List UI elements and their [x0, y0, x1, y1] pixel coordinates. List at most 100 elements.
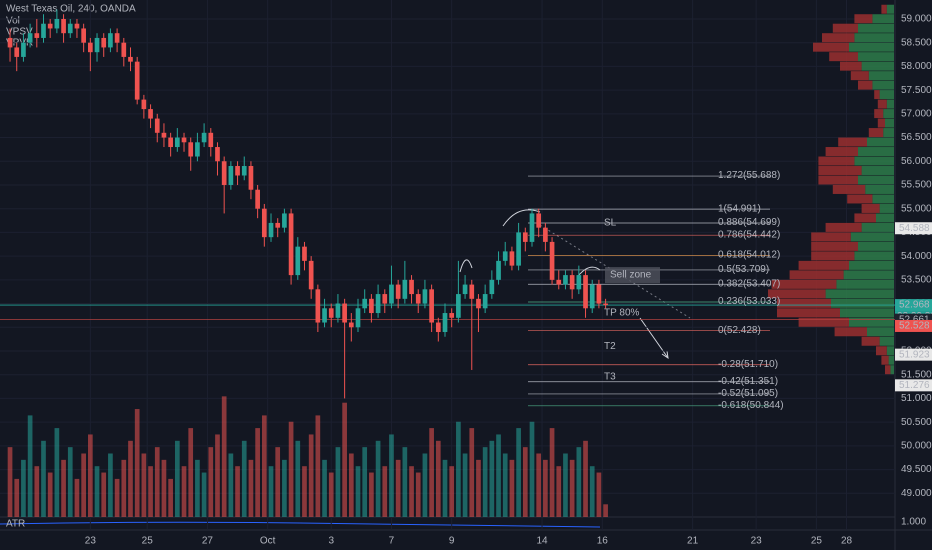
profile-up — [868, 71, 894, 81]
profile-up — [858, 241, 894, 251]
candle-body — [181, 137, 187, 143]
fib-label: -0.618(50.844) — [718, 400, 784, 411]
volume-bar — [61, 459, 66, 517]
volume-bar — [348, 453, 354, 517]
profile-down — [768, 289, 826, 299]
volume-bar — [328, 472, 334, 517]
volume-bar — [543, 459, 548, 517]
profile-up — [886, 4, 894, 14]
candle-body — [335, 303, 341, 318]
profile-up — [890, 365, 894, 375]
volume-bar — [589, 466, 595, 517]
volume-bar — [362, 447, 368, 517]
volume-bar — [21, 459, 26, 517]
candle-body — [543, 227, 548, 242]
candle-body — [362, 298, 368, 309]
candle-body — [435, 322, 441, 333]
volume-bar — [255, 428, 260, 517]
candle-body — [302, 246, 307, 261]
profile-up — [858, 23, 894, 33]
pattern-arc — [502, 209, 541, 227]
atr-tick-label: 1.000 — [901, 517, 926, 528]
atr-line — [0, 521, 601, 528]
y-tick-label: 50.500 — [901, 417, 932, 428]
profile-up — [867, 327, 894, 337]
volume-bar — [375, 440, 381, 517]
candle-body — [348, 322, 354, 328]
profile-up — [840, 308, 894, 318]
candle-body — [328, 308, 334, 318]
fib-label: 1(54.991) — [718, 203, 761, 214]
candle-body — [482, 294, 488, 309]
annotation: TP 80% — [604, 308, 639, 319]
fib-label: 0.382(53.407) — [718, 278, 780, 289]
candle-body — [395, 284, 401, 299]
volume-bar — [569, 459, 575, 517]
candle-body — [509, 251, 515, 266]
candle-body — [583, 275, 588, 309]
fib-label: -0.52(51.095) — [718, 388, 778, 399]
volume-bar — [529, 421, 535, 517]
candle-body — [315, 289, 321, 323]
y-tick-label: 49.000 — [901, 488, 932, 499]
candle-body — [241, 166, 247, 176]
y-tick-label: 55.000 — [901, 203, 932, 214]
volume-bar — [101, 472, 107, 517]
volume-bar — [67, 447, 73, 517]
candle-body — [195, 142, 200, 157]
candle-body — [21, 42, 26, 57]
profile-down — [874, 109, 884, 119]
profile-down — [822, 33, 855, 43]
candle-body — [141, 99, 147, 110]
volume-bar — [302, 466, 307, 517]
candle-body — [295, 246, 301, 276]
x-tick-label: 9 — [449, 536, 455, 547]
candle-body — [81, 28, 86, 43]
candle-body — [522, 232, 528, 242]
volume-bar — [228, 453, 234, 517]
candle-body — [563, 275, 568, 285]
candle-body — [603, 303, 608, 306]
profile-down — [861, 336, 880, 346]
profile-down — [825, 147, 858, 157]
volume-bar — [369, 472, 374, 517]
volume-bar — [201, 472, 207, 517]
profile-up — [872, 80, 894, 90]
volume-bar — [395, 459, 401, 517]
volume-bar — [27, 415, 33, 517]
volume-bar — [275, 447, 281, 517]
candle-body — [469, 284, 475, 299]
profile-down — [854, 213, 876, 223]
pattern-arc — [459, 259, 473, 273]
profile-down — [832, 184, 866, 194]
profile-down — [832, 23, 858, 33]
profile-up — [858, 147, 894, 157]
y-tick-label: 56.500 — [901, 132, 932, 143]
candle-body — [161, 132, 167, 138]
volume-bar — [603, 504, 608, 517]
fib-label: 0.786(54.442) — [718, 229, 780, 240]
candle-body — [67, 23, 73, 34]
fib-label: 0.618(54.012) — [718, 250, 780, 261]
volume-bar — [549, 428, 555, 517]
x-tick-label: 27 — [202, 536, 214, 547]
volume-bar — [41, 440, 46, 517]
annotation: SL — [604, 218, 617, 229]
candle-body — [94, 37, 100, 53]
candle-body — [489, 279, 495, 295]
profile-up — [879, 203, 894, 213]
volume-bar — [195, 459, 200, 517]
volume-bar — [108, 453, 113, 517]
candle-body — [228, 166, 234, 185]
sell-zone-box — [605, 267, 660, 284]
candle-body — [536, 213, 542, 228]
profile-down — [777, 308, 840, 318]
profile-up — [849, 260, 894, 270]
profile-down — [798, 260, 849, 270]
volume-bar — [502, 453, 508, 517]
candle-body — [369, 298, 374, 314]
fib-label: 0.5(53.709) — [718, 264, 769, 275]
volume-bar — [14, 478, 20, 517]
candle-body — [569, 275, 575, 290]
